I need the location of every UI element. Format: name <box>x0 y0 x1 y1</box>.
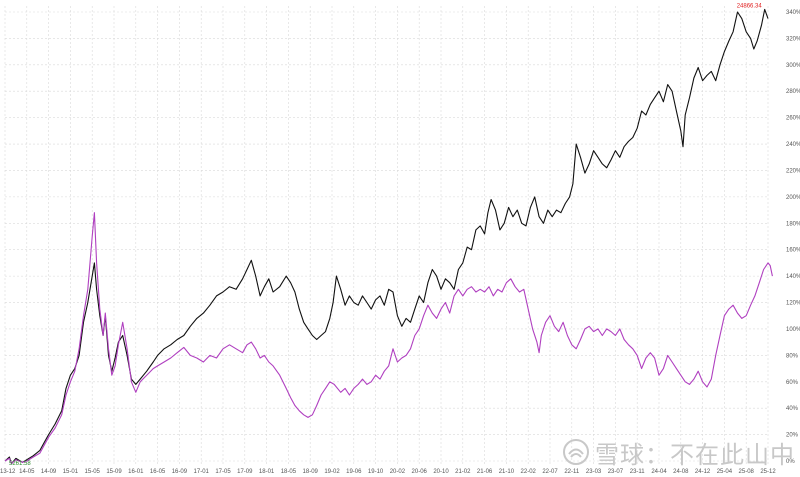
min-value-label: 5261.58 <box>9 461 31 467</box>
x-tick-label: 18-01 <box>259 469 275 475</box>
y-tick-label: 280% <box>786 89 800 95</box>
y-tick-label: 100% <box>786 327 800 333</box>
x-tick-label: 22-11 <box>564 469 580 475</box>
snowball-logo-icon <box>563 439 589 465</box>
y-tick-label: 200% <box>786 195 800 201</box>
x-tick-label: 15-09 <box>106 469 122 475</box>
x-tick-label: 16-05 <box>150 469 166 475</box>
y-tick-label: 180% <box>786 221 800 227</box>
y-tick-label: 60% <box>786 380 799 386</box>
chart-annotations: 24866.34 5261.58 <box>9 3 762 467</box>
x-tick-label: 24-08 <box>673 469 689 475</box>
x-tick-label: 20-02 <box>390 469 406 475</box>
y-tick-label: 80% <box>786 353 799 359</box>
y-tick-label: 320% <box>786 36 800 42</box>
y-tick-label: 340% <box>786 10 800 16</box>
x-axis-ticks: 13-12 14-05 14-09 15-01 15-05 15-09 16-01 16-05… <box>0 469 776 475</box>
x-tick-label: 21-10 <box>499 469 515 475</box>
x-tick-label: 15-05 <box>85 469 101 475</box>
x-tick-label: 13-12 <box>0 469 16 475</box>
x-tick-label: 20-10 <box>433 469 449 475</box>
y-tick-label: 220% <box>786 168 800 174</box>
x-tick-label: 14-09 <box>41 469 57 475</box>
x-tick-label: 21-06 <box>477 469 493 475</box>
x-tick-label: 20-06 <box>412 469 428 475</box>
max-value-label: 24866.34 <box>737 3 763 9</box>
watermark-text: 雪球：不在此山中 <box>595 440 795 469</box>
y-tick-label: 0% <box>786 459 795 465</box>
x-tick-label: 24-12 <box>695 469 711 475</box>
watermark: 雪球：不在此山中 <box>563 436 795 469</box>
x-tick-label: 19-02 <box>324 469 340 475</box>
x-tick-label: 23-03 <box>586 469 602 475</box>
x-tick-label: 25-08 <box>739 469 755 475</box>
x-tick-label: 25-04 <box>717 469 733 475</box>
series-line-s1 <box>4 8 769 465</box>
y-tick-label: 260% <box>786 116 800 122</box>
x-tick-label: 17-05 <box>215 469 231 475</box>
x-tick-label: 19-10 <box>368 469 384 475</box>
series-line-s2 <box>4 212 773 465</box>
x-tick-label: 17-01 <box>194 469 210 475</box>
x-tick-label: 14-05 <box>19 469 35 475</box>
x-tick-label: 21-02 <box>455 469 471 475</box>
x-tick-label: 23-07 <box>608 469 624 475</box>
x-tick-label: 16-09 <box>172 469 188 475</box>
y-tick-label: 40% <box>786 406 799 412</box>
x-tick-label: 23-11 <box>630 469 646 475</box>
x-tick-label: 19-06 <box>346 469 362 475</box>
y-tick-label: 20% <box>786 433 799 439</box>
x-tick-label: 25-12 <box>760 469 776 475</box>
y-axis-ticks: 0% 20% 40% 60% 80% 100% 120% 140% 160% 180% 200% 22… <box>786 10 800 465</box>
x-tick-label: 16-01 <box>128 469 144 475</box>
y-tick-label: 120% <box>786 301 800 307</box>
x-tick-label: 17-09 <box>237 469 253 475</box>
x-tick-label: 22-02 <box>521 469 537 475</box>
x-tick-label: 24-04 <box>651 469 667 475</box>
y-tick-label: 240% <box>786 142 800 148</box>
x-tick-label: 18-05 <box>281 469 297 475</box>
x-tick-label: 18-09 <box>303 469 319 475</box>
series-lines <box>4 8 773 465</box>
x-tick-label: 15-01 <box>63 469 79 475</box>
x-tick-label: 22-07 <box>542 469 558 475</box>
chart-grid <box>4 6 769 465</box>
y-tick-label: 300% <box>786 63 800 69</box>
y-tick-label: 160% <box>786 248 800 254</box>
y-tick-label: 140% <box>786 274 800 280</box>
